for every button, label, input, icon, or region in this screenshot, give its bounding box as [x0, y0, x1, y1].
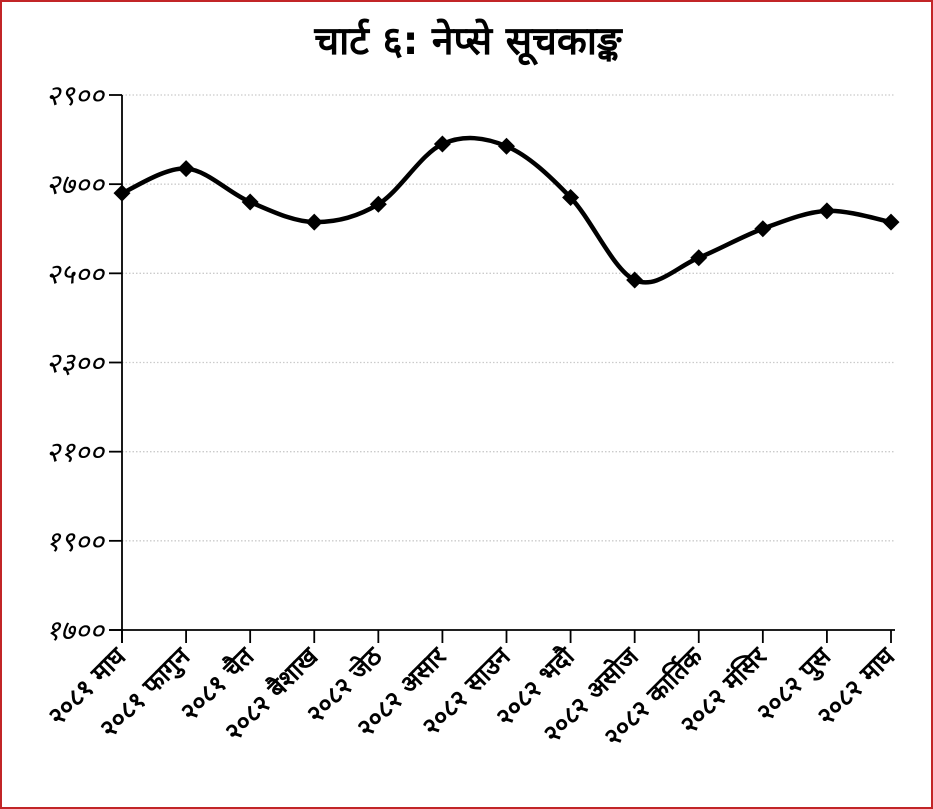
data-point-marker — [433, 135, 451, 153]
data-point-marker — [626, 271, 644, 289]
data-point-marker — [754, 220, 772, 238]
axes — [109, 94, 895, 643]
chart-title: चार्ट ६: नेप्से सूचकाङ्क — [313, 18, 624, 66]
data-point-marker — [562, 189, 580, 207]
y-tick-label: २५०० — [46, 257, 106, 290]
data-series — [113, 135, 900, 289]
y-tick-label: २७०० — [46, 168, 106, 201]
y-tick-label: २१०० — [46, 436, 106, 469]
y-tick-label: १७०० — [46, 614, 106, 647]
data-point-marker — [882, 213, 900, 231]
data-point-marker — [498, 137, 515, 155]
data-point-marker — [113, 184, 131, 202]
y-tick-label: २९०० — [46, 79, 106, 112]
data-point-marker — [818, 202, 836, 220]
y-tick-label: १९०० — [46, 525, 106, 558]
y-tick-label: २३०० — [46, 347, 106, 380]
data-point-marker — [369, 195, 387, 213]
data-point-marker — [241, 193, 259, 211]
data-point-marker — [177, 160, 195, 178]
gridlines — [122, 94, 895, 542]
data-point-marker — [690, 249, 708, 267]
series-line — [119, 135, 894, 285]
data-point-marker — [305, 213, 323, 231]
